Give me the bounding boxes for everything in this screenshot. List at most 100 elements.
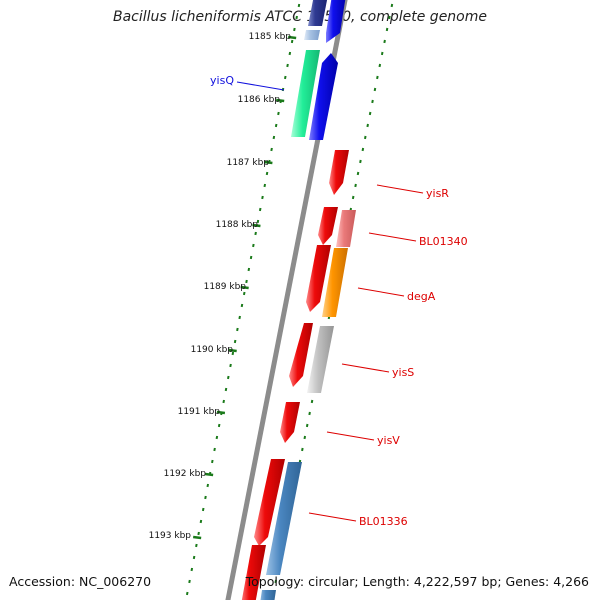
gene-label-BL01340[interactable]: BL01340 bbox=[419, 235, 468, 248]
gene-feature-BL01336[interactable] bbox=[266, 462, 302, 575]
gene-feature[interactable] bbox=[254, 459, 285, 546]
accession-text: Accession: NC_006270 bbox=[9, 574, 152, 589]
leader-line-BL01336 bbox=[308, 512, 357, 522]
gene-feature[interactable] bbox=[304, 30, 320, 40]
guide-right-dot bbox=[301, 447, 304, 452]
guide-right-dot bbox=[388, 15, 391, 20]
guide-left-dot bbox=[284, 75, 287, 80]
guide-left-dot bbox=[286, 63, 289, 68]
gene-label-BL01336[interactable]: BL01336 bbox=[359, 515, 408, 528]
guide-right-dot bbox=[371, 99, 374, 104]
leader-line-yisQ bbox=[236, 81, 285, 91]
gene-feature-degA[interactable] bbox=[322, 248, 348, 317]
guide-right-dot bbox=[308, 411, 311, 416]
gene-label-yisV[interactable]: yisV bbox=[377, 434, 400, 447]
guide-right-dot bbox=[376, 75, 379, 80]
guide-left-dot bbox=[238, 315, 241, 320]
ruler-tick-label: 1189 kbp bbox=[204, 282, 247, 292]
guide-left-dot bbox=[222, 399, 225, 404]
guide-left-dot bbox=[245, 279, 248, 284]
guide-left-dot bbox=[217, 423, 221, 428]
gene-feature-yisR[interactable] bbox=[329, 150, 349, 195]
gene-feature[interactable] bbox=[306, 245, 331, 312]
gene-label-yisS[interactable]: yisS bbox=[392, 366, 414, 379]
leader-line-yisS bbox=[341, 363, 390, 373]
guide-left-dot bbox=[242, 291, 246, 296]
ruler-tick-label: 1193 kbp bbox=[149, 531, 192, 541]
guide-left-dot bbox=[236, 327, 239, 332]
gene-feature[interactable] bbox=[289, 323, 313, 387]
guide-right-dot bbox=[385, 27, 389, 32]
gene-feature-BL01340[interactable] bbox=[336, 210, 356, 247]
guide-left-dot bbox=[190, 567, 194, 572]
gene-feature[interactable] bbox=[308, 0, 328, 26]
guide-left-dot bbox=[258, 207, 262, 212]
guide-left-dot bbox=[206, 483, 210, 488]
guide-left-dot bbox=[247, 267, 251, 272]
guide-right-dot bbox=[383, 39, 386, 44]
gene-features bbox=[240, 0, 356, 600]
guide-right-dot bbox=[359, 159, 362, 164]
guide-left-dot bbox=[233, 339, 237, 344]
guide-right-dot bbox=[380, 51, 384, 56]
gene-feature-yisQ[interactable] bbox=[291, 50, 320, 137]
guide-left-dot bbox=[277, 111, 280, 116]
gene-feature[interactable] bbox=[326, 0, 346, 43]
gene-feature[interactable] bbox=[240, 545, 266, 600]
ruler-major-tick bbox=[288, 35, 297, 40]
guide-left-dot bbox=[256, 219, 260, 224]
gene-feature-yisV[interactable] bbox=[280, 402, 300, 443]
guide-left-dot bbox=[185, 591, 189, 596]
gene-label-degA[interactable]: degA bbox=[407, 290, 436, 303]
guide-left-dot bbox=[224, 387, 228, 392]
guide-left-dot bbox=[297, 3, 301, 8]
gene-label-yisR[interactable]: yisR bbox=[426, 187, 449, 200]
ruler-major-tick bbox=[252, 223, 261, 228]
guide-left-dot bbox=[295, 15, 298, 20]
ruler-tick-label: 1187 kbp bbox=[227, 158, 270, 168]
gene-label-yisQ[interactable]: yisQ bbox=[210, 74, 234, 87]
guide-left-dot bbox=[231, 351, 235, 356]
guide-left-dot bbox=[229, 363, 232, 368]
guide-left-dot bbox=[254, 231, 257, 236]
ruler-major-tick bbox=[204, 472, 214, 477]
gene-feature[interactable] bbox=[318, 207, 338, 245]
guide-right-dot bbox=[356, 171, 360, 176]
guide-left-dot bbox=[270, 147, 273, 152]
gene-feature-yisS[interactable] bbox=[307, 326, 334, 393]
genome-summary-text: Topology: circular; Length: 4,222,597 bp… bbox=[245, 574, 589, 589]
guide-right-dot bbox=[373, 87, 377, 92]
ruler-tick-label: 1186 kbp bbox=[238, 95, 281, 105]
guide-left-dot bbox=[290, 39, 294, 44]
guide-left-dot bbox=[204, 495, 207, 500]
guide-left-dot bbox=[211, 459, 214, 464]
guide-left-dot bbox=[240, 303, 244, 308]
genome-title: Bacillus licheniformis ATCC 14580, compl… bbox=[113, 9, 487, 25]
guide-right-dot bbox=[305, 423, 309, 428]
ruler-major-tick bbox=[228, 348, 237, 353]
guide-left-dot bbox=[252, 243, 255, 248]
leader-line-yisV bbox=[326, 431, 375, 441]
guide-left-dot bbox=[227, 375, 230, 380]
guide-left-dot bbox=[249, 255, 253, 260]
guide-left-dot bbox=[265, 171, 269, 176]
guide-left-dot bbox=[261, 195, 264, 200]
guide-right-dot bbox=[368, 111, 372, 116]
guide-left-dot bbox=[293, 27, 296, 32]
gene-feature[interactable] bbox=[309, 53, 338, 140]
guide-left-dot bbox=[192, 555, 196, 560]
ruler-labels: 1185 kbp 1186 kbp 1187 kbp 1188 kbp 1189… bbox=[149, 32, 292, 541]
ruler-major-tick bbox=[193, 535, 202, 540]
guide-right-dot bbox=[364, 135, 367, 140]
gene-feature[interactable] bbox=[259, 590, 276, 600]
ruler-major-tick bbox=[276, 98, 285, 103]
guide-left-dot bbox=[274, 123, 278, 128]
leader-line-yisR bbox=[376, 184, 424, 194]
leader-line-degA bbox=[357, 287, 405, 297]
guide-left-dot bbox=[201, 507, 205, 512]
guide-right-dot bbox=[310, 399, 314, 404]
ruler-major-tick bbox=[216, 410, 226, 415]
guide-left-dot bbox=[195, 543, 198, 548]
gene-leader-lines bbox=[236, 81, 424, 522]
